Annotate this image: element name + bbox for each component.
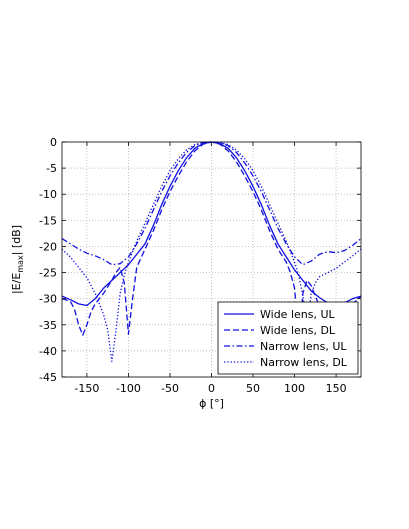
x-tick-label: 100 [284,382,305,395]
y-tick-label: -30 [39,293,57,306]
y-axis-label: |E/Emax| [dB] [10,225,25,294]
x-tick-label: -50 [161,382,179,395]
x-tick-label: 0 [208,382,215,395]
y-tick-label: -25 [39,267,57,280]
y-tick-label: -10 [39,188,57,201]
y-tick-label: 0 [50,136,57,149]
legend-label: Narrow lens, UL [260,340,347,353]
y-tick-label: -15 [39,214,57,227]
y-tick-label: -40 [39,345,57,358]
legend-label: Narrow lens, DL [260,356,348,369]
y-tick-labels: 0 -5 -10 -15 -20 -25 -30 -35 -40 -45 [39,136,361,384]
x-tick-labels: -150 -100 -50 0 50 100 150 [74,142,347,395]
y-tick-label: -20 [39,240,57,253]
x-tick-label: -150 [74,382,99,395]
legend-label: Wide lens, DL [260,324,336,337]
x-axis-label: ϕ [°] [199,397,224,410]
y-tick-label: -5 [46,162,57,175]
x-tick-label: 150 [326,382,347,395]
x-tick-label: -100 [116,382,141,395]
legend-label: Wide lens, UL [260,308,336,321]
y-tick-label: -35 [39,319,57,332]
series-line-3 [61,141,362,266]
y-tick-label: -45 [39,371,57,384]
x-tick-label: 50 [246,382,260,395]
legend: Wide lens, UL Wide lens, DL Narrow lens, U… [217,301,359,375]
series-line-4 [61,141,362,362]
